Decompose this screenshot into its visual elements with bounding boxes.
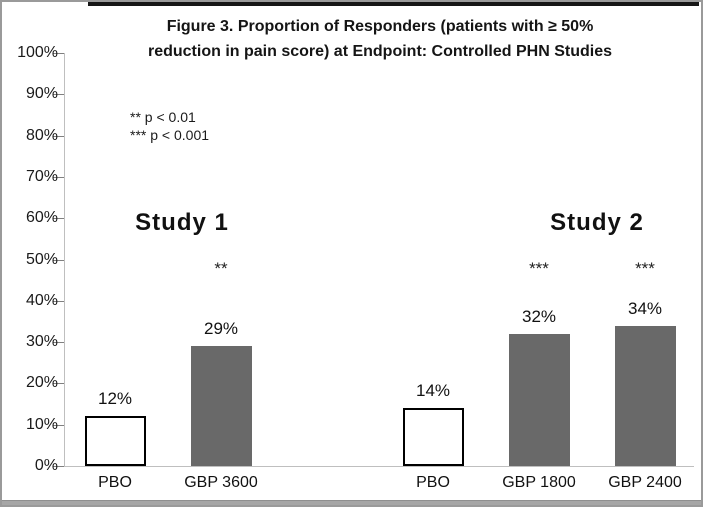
y-axis-tick-label: 30%: [25, 333, 58, 351]
significance-marker: ***: [529, 259, 549, 278]
y-axis-tick: [53, 176, 64, 178]
bar-gbp-2400: [614, 325, 676, 466]
y-axis-tick: [53, 383, 64, 385]
bar-value-label: 32%: [521, 306, 557, 326]
bar-pbo: [84, 416, 146, 466]
significance-legend: ** p < 0.01 *** p < 0.001: [130, 108, 209, 144]
study-1-label: Study 1: [135, 209, 229, 236]
bar-pbo: [402, 408, 464, 466]
x-axis-category-label: GBP 2400: [608, 474, 682, 491]
y-axis-tick-label: 60%: [25, 209, 58, 227]
y-axis-tick-label: 90%: [25, 85, 58, 103]
bar-value-label: 14%: [415, 381, 451, 401]
x-axis-category-label: GBP 3600: [184, 474, 258, 491]
y-axis-tick: [53, 135, 64, 137]
y-axis-tick: [53, 94, 64, 96]
y-axis-tick-label: 40%: [25, 291, 58, 309]
bar-value-label: 12%: [97, 389, 133, 409]
bottom-border-line: [2, 500, 701, 505]
y-axis-tick: [53, 300, 64, 302]
x-axis-category-label: PBO: [98, 474, 132, 491]
x-axis-category-label: PBO: [416, 474, 450, 491]
y-axis-tick-label: 80%: [25, 126, 58, 144]
bar-value-label: 29%: [203, 319, 239, 339]
y-axis-tick: [53, 218, 64, 220]
significance-marker: ***: [635, 259, 655, 278]
y-axis-tick-label: 10%: [25, 415, 58, 433]
y-axis-tick-label: 0%: [34, 457, 58, 474]
significance-note-p001: *** p < 0.001: [130, 127, 210, 143]
y-axis-tick-label: 50%: [25, 250, 58, 268]
top-border-line: [88, 2, 699, 6]
bar-gbp-3600: [190, 346, 252, 466]
y-axis-tick-label: 20%: [25, 374, 58, 392]
x-axis-category-label: GBP 1800: [502, 474, 576, 491]
bar-gbp-1800: [508, 333, 570, 466]
significance-note-p01: ** p < 0.01: [130, 109, 196, 125]
y-axis-tick: [53, 259, 64, 261]
y-axis-tick-label: 70%: [25, 167, 58, 185]
bar-value-label: 34%: [627, 298, 663, 318]
chart-title: Figure 3. Proportion of Responders (pati…: [70, 14, 690, 64]
y-axis-tick: [53, 342, 64, 344]
x-axis-baseline: [64, 466, 694, 467]
y-axis-tick: [53, 466, 64, 467]
study-2-label: Study 2: [550, 209, 644, 236]
y-axis-tick: [53, 424, 64, 426]
y-axis-tick-label: 100%: [17, 44, 58, 61]
y-axis-line: [64, 53, 65, 467]
y-axis-tick: [53, 53, 64, 54]
chart-title-line-2: reduction in pain score) at Endpoint: Co…: [147, 43, 612, 60]
significance-marker: **: [214, 259, 228, 278]
chart-title-line-1: Figure 3. Proportion of Responders (pati…: [166, 18, 594, 35]
